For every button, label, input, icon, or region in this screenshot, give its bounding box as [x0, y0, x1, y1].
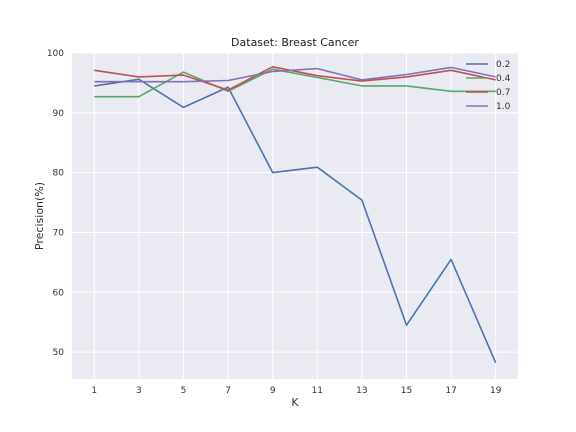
y-tick-labels: 50 60 70 80 90 100 — [47, 49, 64, 358]
series-lines — [94, 66, 497, 364]
legend-label-0.7: 0.7 — [496, 88, 510, 98]
y-tick-label: 90 — [53, 109, 65, 119]
x-tick-label: 7 — [225, 386, 231, 396]
x-tick-label: 17 — [445, 386, 456, 396]
x-tick-label: 11 — [312, 386, 323, 396]
series-line-1.0 — [94, 66, 496, 83]
x-tick-label: 1 — [91, 386, 97, 396]
y-axis-label: Precision(%) — [33, 182, 46, 250]
y-tick-label: 60 — [53, 288, 65, 298]
y-tick-label: 50 — [53, 348, 65, 358]
x-tick-label: 9 — [270, 386, 276, 396]
legend-label-0.4: 0.4 — [496, 74, 511, 84]
x-tick-label: 13 — [356, 386, 367, 396]
series-line-0.7 — [94, 66, 496, 91]
chart-title: Dataset: Breast Cancer — [231, 36, 359, 49]
x-tick-label: 15 — [401, 386, 412, 396]
y-tick-label: 70 — [53, 228, 65, 238]
series-line-0.4 — [94, 68, 496, 98]
x-axis-label: K — [291, 396, 299, 409]
x-tick-labels: 1 3 5 7 9 11 13 15 17 19 — [91, 386, 501, 396]
series-line-0.2 — [94, 78, 497, 364]
y-tick-label: 100 — [47, 49, 64, 59]
x-tick-label: 19 — [490, 386, 502, 396]
legend-label-0.2: 0.2 — [496, 60, 510, 70]
legend: 0.2 0.4 0.7 1.0 — [466, 60, 511, 112]
legend-label-1.0: 1.0 — [496, 102, 511, 112]
x-tick-label: 5 — [181, 386, 187, 396]
plot-background — [72, 53, 518, 379]
y-tick-label: 80 — [53, 169, 65, 179]
x-tick-label: 3 — [136, 386, 142, 396]
